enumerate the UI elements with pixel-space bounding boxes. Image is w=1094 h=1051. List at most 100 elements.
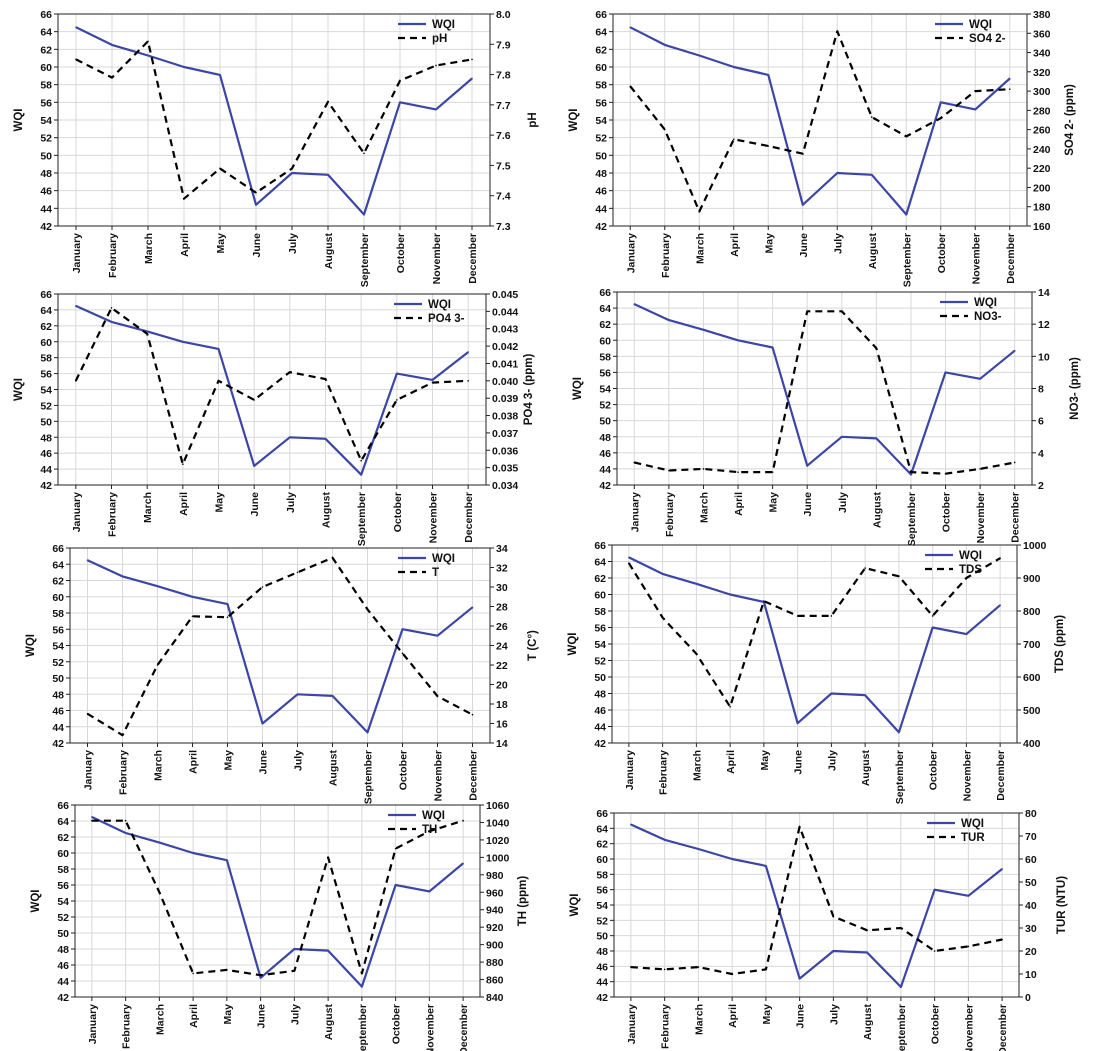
parameter-data-point <box>731 973 733 975</box>
x-tick-label: June <box>256 1004 268 1029</box>
wqi-data-point <box>226 859 228 861</box>
y-tick-label-right: 7.4 <box>496 191 511 203</box>
y-tick-label-left: 60 <box>595 62 607 74</box>
wqi-data-point <box>75 305 77 307</box>
parameter-data-point <box>291 167 293 170</box>
wqi-data-point <box>702 328 705 331</box>
wqi-data-point <box>291 172 293 174</box>
x-tick-label: October <box>395 233 407 273</box>
y-tick-label-left: 44 <box>599 464 611 476</box>
y-tick-label-left: 46 <box>40 186 52 198</box>
wqi-data-point <box>633 303 636 305</box>
x-tick-label: May <box>222 1004 234 1025</box>
wqi-data-point <box>898 731 900 734</box>
y-axis-label-left: WQI <box>572 377 584 400</box>
parameter-data-point <box>331 556 334 559</box>
wqi-series-line <box>633 303 1016 476</box>
x-tick-label: March <box>694 233 706 264</box>
x-tick-label: June <box>793 750 805 775</box>
y-tick-label-left: 64 <box>596 823 608 835</box>
x-tick-label: December <box>1005 233 1017 284</box>
y-tick-label-left: 62 <box>40 321 52 333</box>
wqi-data-point <box>435 108 437 111</box>
legend-label: WQI <box>969 19 992 31</box>
x-tick-label: October <box>391 1004 403 1044</box>
x-tick-label: August <box>860 750 872 787</box>
x-tick-label: September <box>896 1004 908 1051</box>
parameter-data-point <box>253 399 255 401</box>
y-axis-label-right: TUR (NTU) <box>1056 876 1068 934</box>
y-tick-label-left: 46 <box>596 961 608 973</box>
parameter-data-point <box>900 927 902 929</box>
y-tick-label-left: 46 <box>594 705 606 717</box>
y-tick-label-left: 66 <box>594 540 606 552</box>
parameter-data-point <box>999 557 1001 559</box>
parameter-series-line <box>74 306 469 466</box>
x-tick-label: April <box>179 233 191 257</box>
chart-wqi-ph: 42 44 46 48 50 52 54 56 58 60 62 64 66 7.3 7.4 7.5 7.6 7.… <box>0 0 547 287</box>
y-tick-label-right: 980 <box>486 870 504 882</box>
y-tick-label-right: 400 <box>1023 738 1041 750</box>
y-tick-label-right: 700 <box>1023 639 1041 651</box>
y-tick-label-right: 940 <box>486 905 504 917</box>
y-tick-label-right: 0.045 <box>492 289 518 301</box>
chart-svg: 424446485052545658606264662468101214Janu… <box>572 287 1081 546</box>
x-tick-label: December <box>995 750 1007 801</box>
wqi-series-line <box>91 816 464 988</box>
wqi-data-point <box>394 884 397 886</box>
wqi-data-point <box>931 626 934 629</box>
y-tick-label-right: 60 <box>1025 854 1037 866</box>
y-tick-label-left: 58 <box>57 864 69 876</box>
y-tick-label-left: 56 <box>57 880 69 892</box>
y-tick-label-left: 66 <box>595 9 607 21</box>
wqi-data-point <box>798 977 801 980</box>
parameter-data-point <box>702 468 705 470</box>
wqi-data-point <box>698 54 701 57</box>
y-tick-label-right: 840 <box>486 992 504 1004</box>
x-tick-label: January <box>629 492 641 532</box>
parameter-data-point <box>158 891 161 894</box>
gridlines <box>58 293 486 486</box>
parameter-data-point <box>796 615 799 617</box>
parameter-data-point <box>124 819 127 822</box>
y-tick-label-left: 62 <box>40 44 52 56</box>
parameter-data-point <box>363 152 365 155</box>
parameter-data-point <box>289 371 291 373</box>
x-tick-label: July <box>826 750 838 771</box>
y-tick-label-right: 960 <box>486 887 504 899</box>
x-tick-label: September <box>363 750 375 804</box>
y-tick-label-right: 0.041 <box>492 358 518 370</box>
parameter-series-line <box>627 557 1001 708</box>
wqi-data-point <box>121 575 124 578</box>
wqi-data-point <box>261 722 264 725</box>
y-tick-label-left: 42 <box>40 221 52 233</box>
parameter-data-point <box>974 90 977 92</box>
y-tick-label-right: 18 <box>496 699 508 711</box>
x-tick-label: November <box>428 492 440 543</box>
parameter-data-point <box>1013 461 1016 464</box>
y-tick-label-left: 66 <box>40 9 52 21</box>
chart-wqi-nitrate: 42 44 46 48 50 52 54 56 58 60 62 64 66 2 4 6 8 10 12 14 Janu… <box>547 280 1094 546</box>
parameter-data-point <box>898 575 900 578</box>
x-tick-label: April <box>188 750 200 774</box>
y-tick-label-right: 24 <box>496 641 508 653</box>
wqi-data-point <box>796 722 799 724</box>
wqi-data-point <box>91 816 93 818</box>
parameter-series-line <box>630 825 1003 976</box>
wqi-data-point <box>767 74 770 76</box>
wqi-data-point <box>1008 77 1011 80</box>
x-tick-label: August <box>328 750 340 787</box>
parameter-data-point <box>732 138 735 141</box>
x-tick-label: January <box>71 492 83 532</box>
legend-label: PO4 3- <box>428 313 465 325</box>
x-tick-label: July <box>837 492 849 513</box>
legend-label: WQI <box>432 19 455 31</box>
x-tick-label: December <box>468 750 480 801</box>
parameter-data-point <box>1008 88 1011 90</box>
wqi-data-point <box>399 101 401 104</box>
x-tick-label: November <box>975 492 987 543</box>
parameter-data-point <box>396 399 398 401</box>
y-tick-label-right: 30 <box>1025 923 1037 935</box>
y-tick-label-left: 52 <box>40 133 52 145</box>
